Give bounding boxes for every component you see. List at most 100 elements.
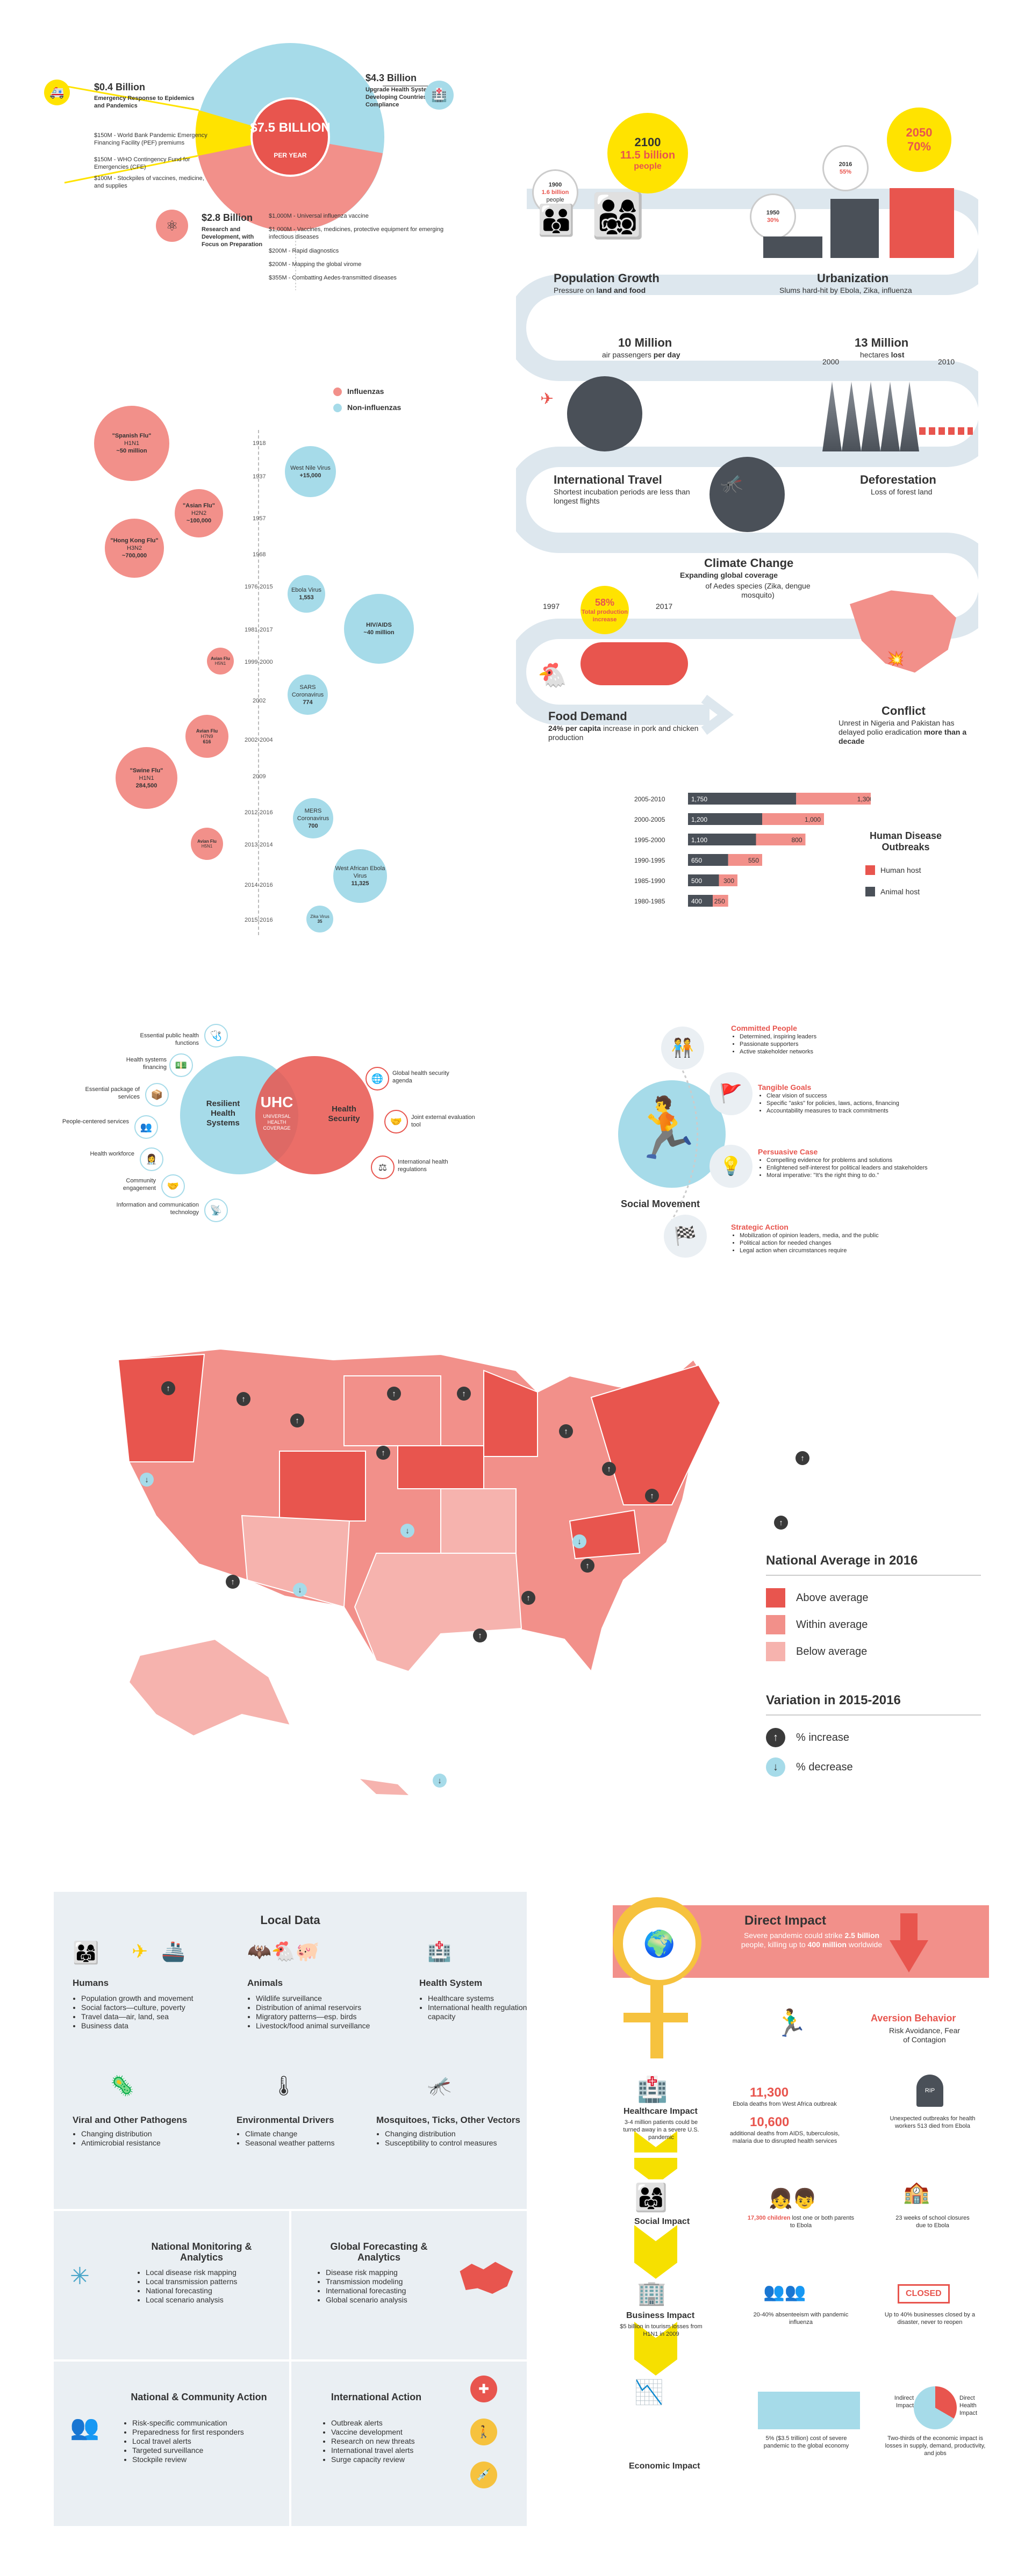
- pop-1900-badge: 1900 1.6 billion people: [532, 169, 578, 216]
- timeline-axis: [258, 430, 260, 935]
- animals-icon: 🦇🐔🐖: [247, 1940, 320, 1962]
- forest-sub: hectares lost: [860, 350, 905, 359]
- food-y2: 2017: [656, 602, 673, 611]
- outbreak-human-value: 550: [748, 857, 759, 864]
- climate-globe-icon: [710, 457, 785, 532]
- flu-bubble-h7n9: Avian Flu H7N9 616: [185, 715, 228, 758]
- right-label: Upgrade Health Systems in Developing Cou…: [366, 87, 448, 108]
- social-title: Social Impact: [634, 2217, 690, 2226]
- nonflu-bubble-mers: MERS Coronavirus 700: [293, 798, 333, 838]
- funding-red-slice: [196, 137, 383, 231]
- state-texas-below: [354, 1553, 522, 1673]
- legend-flu: Influenzas: [333, 387, 384, 396]
- year-2: 1957: [253, 515, 266, 522]
- year-9: 2009: [253, 773, 266, 780]
- outbreak-human-bar: [796, 793, 871, 805]
- healthcare-n2d: additional deaths from AIDS, tuberculosi…: [729, 2130, 840, 2144]
- movement-label: Social Movement: [621, 1199, 700, 1209]
- workers-icon: 👥👥: [763, 2282, 806, 2301]
- outbreaks-svg: 2005-2010 1,750 1,300 2000-2005 1,200 1,000 19…: [634, 793, 871, 907]
- food-y1: 1997: [543, 602, 560, 611]
- health-system-icon: 🏥: [427, 1940, 452, 1962]
- forest-num: 13 Million: [855, 336, 909, 349]
- buildings-icon: 🏢: [637, 2280, 666, 2306]
- flu-bubble-avian-h5n1: Avian Flu H5N1: [207, 648, 234, 675]
- increase-marker: ↑: [796, 1451, 809, 1465]
- economic-mid: 5% ($3.5 trillion) cost of severe pandem…: [763, 2435, 849, 2449]
- thermometer-icon: 🌡: [271, 2075, 296, 2097]
- tangible-goals-icon: 🚩: [710, 1072, 752, 1115]
- outbreak-period-label: 2005-2010: [634, 795, 665, 803]
- flu-bubble-spanish: "Spanish Flu" H1N1 ~50 million: [94, 406, 169, 481]
- network-icon: ✳: [70, 2263, 90, 2290]
- state-midwest-above: [483, 1369, 538, 1457]
- movement-item-0: Committed People Determined, inspiring l…: [731, 1024, 978, 1056]
- climate-sub: Expanding global coverage: [680, 571, 778, 579]
- nonflu-bubble-hiv: HIV/AIDS ~40 million: [344, 594, 414, 664]
- outbreak-human-value: 250: [714, 898, 725, 905]
- healthcare-right: Unexpected outbreaks for health workers …: [890, 2115, 976, 2129]
- bottom-item-1: $1,000M - Vaccines, medicines, protectiv…: [269, 226, 444, 240]
- bottom-amount: $2.8 Billion: [202, 212, 253, 223]
- uhc-left-5: Community engagement: [123, 1178, 156, 1192]
- hospital-cross-icon: ✚: [470, 2376, 497, 2402]
- outbreak-animal-value: 1,100: [691, 836, 707, 844]
- push-people-icon: 🏃: [629, 1095, 703, 1161]
- uhc-left-6: Information and communication technology: [116, 1202, 199, 1216]
- variation-title: Variation in 2015-2016: [766, 1693, 901, 1707]
- increase-marker: ↑: [602, 1462, 616, 1476]
- security-label: Health Security: [328, 1104, 360, 1123]
- outbreak-animal-value: 1,750: [691, 795, 707, 803]
- uhc-label: UHC: [260, 1094, 293, 1110]
- travel-sub: air passengers per day: [602, 350, 680, 359]
- increase-marker: ↑: [774, 1516, 788, 1530]
- outbreak-period-label: 1985-1990: [634, 877, 665, 885]
- business-title: Business Impact: [626, 2311, 695, 2320]
- forest-y2: 2010: [938, 357, 955, 366]
- tombstone-icon: RIP: [916, 2075, 943, 2107]
- persuasive-case-icon: 💡: [710, 1145, 752, 1188]
- hospital-icon: 🏥: [425, 81, 454, 110]
- outbreak-period-label: 1990-1995: [634, 857, 665, 864]
- uhc-left-1: Health systems financing: [126, 1057, 167, 1071]
- increase-marker: ↑: [580, 1559, 594, 1573]
- city-high-icon: [890, 188, 954, 258]
- falling-chart-icon: 📉: [634, 2379, 664, 2406]
- movement-item-1: Tangible Goals Clear vision of successSp…: [758, 1083, 978, 1115]
- state-northeast-above: [590, 1364, 721, 1505]
- year-5: 1981-2017: [245, 627, 273, 633]
- legend-increase: ↑% increase: [766, 1728, 849, 1747]
- state-nebraska-above: [397, 1445, 484, 1489]
- state-mountain-above: [279, 1451, 366, 1522]
- funding-center-sub: PER YEAR: [274, 152, 307, 159]
- uhc-left-2: Essential package of services: [85, 1086, 140, 1100]
- localdata-title: Local Data: [260, 1913, 320, 1927]
- year-12: 2014-2016: [245, 882, 273, 888]
- nonflu-bubble-westnile: West Nile Virus +15,000: [285, 446, 336, 497]
- decrease-marker: ↓: [572, 1534, 586, 1548]
- outbreak-animal-value: 650: [691, 857, 702, 864]
- right-amount: $4.3 Billion: [366, 73, 417, 83]
- research-atom-icon: ⚛: [156, 210, 188, 242]
- orphan-children-icon: 👧👦: [769, 2187, 817, 2209]
- increase-marker: ↑: [559, 1424, 573, 1438]
- globe-icon: [567, 376, 642, 451]
- economic-right: Two-thirds of the economic impact is los…: [885, 2435, 986, 2457]
- increase-marker: ↑: [290, 1413, 304, 1427]
- tl-amount: $0.4 Billion: [94, 82, 146, 92]
- pig-icon: [580, 642, 688, 685]
- pandemic-globe-icon: 🌍: [621, 1905, 698, 1982]
- uhc-left-0: Essential public health functions: [140, 1032, 199, 1046]
- year-13: 2015-2016: [245, 917, 273, 923]
- funding-wheel: [64, 43, 441, 290]
- aversion-desc: Risk Avoidance, Fear of Contagion: [888, 2026, 961, 2044]
- funding-center-circle: [250, 97, 330, 177]
- uhc-sub: UNIVERSAL HEALTH COVERAGE: [263, 1114, 291, 1131]
- impact-pie: [914, 2386, 957, 2429]
- explosion-icon: 💥: [887, 650, 905, 666]
- handshake-icon: 🤝: [384, 1110, 408, 1133]
- stethoscope-icon: 🩺: [204, 1024, 228, 1047]
- healthcare-n1: 11,300: [750, 2085, 789, 2100]
- intl-list: Outbreak alertsVaccine developmentResear…: [322, 2419, 455, 2464]
- funding-center-amount: $7.5 BILLION: [250, 120, 331, 135]
